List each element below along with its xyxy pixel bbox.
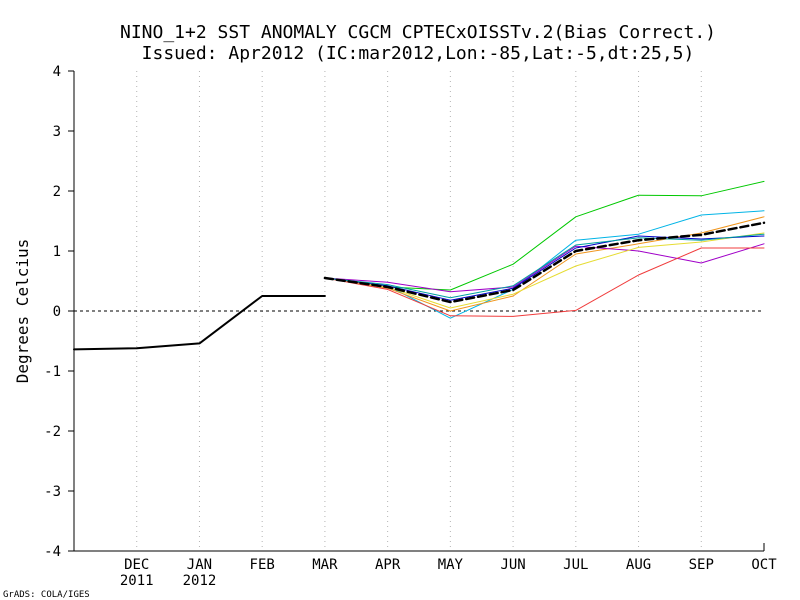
forecast-line-member-orange [324,216,765,312]
axes-layer [68,70,765,552]
grid-layer [74,71,764,551]
y-tick-label: 1 [53,244,61,260]
x-tick-label-jul: JUL [563,557,588,573]
y-tick-label: -1 [44,364,61,380]
grads-credit: GrADS: COLA/IGES [3,590,90,600]
forecast-line-member-blue [324,235,765,301]
x-tick-label-feb: FEB [250,557,275,573]
x-tick-label-oct: OCT [751,557,777,573]
x-tick-year-label: 2011 [120,573,154,589]
y-tick-label: -4 [44,544,61,560]
forecast-line-member-teal [324,233,765,299]
x-tick-label-mar: MAR [312,557,338,573]
forecast-line-member-green [324,180,765,291]
forecast-line-member-red [324,247,765,317]
y-tick-label: 4 [53,64,61,80]
x-tick-label-jan: JAN [187,557,212,573]
x-tick-label-apr: APR [375,557,401,573]
forecast-line-member-cyan [324,210,765,319]
observed-line [73,295,326,351]
x-tick-label-sep: SEP [689,557,714,573]
forecast-line-member-purple [324,243,765,293]
y-tick-label: -2 [44,424,61,440]
y-tick-label: 0 [53,304,61,320]
y-tick-label: 3 [53,124,61,140]
x-tick-year-label: 2012 [183,573,217,589]
chart-title: NINO_1+2 SST ANOMALY CGCM CPTECxOISSTv.2… [120,22,716,43]
y-axis-label: Degrees Celcius [13,239,32,384]
y-tick-label: -3 [44,484,61,500]
x-tick-label-aug: AUG [626,557,651,573]
y-tick-label: 2 [53,184,61,200]
x-tick-label-jun: JUN [500,557,525,573]
ensemble-mean-line [323,221,766,304]
series-layer [73,180,766,351]
x-tick-label-may: MAY [438,557,464,573]
chart-subtitle: Issued: Apr2012 (IC:mar2012,Lon:-85,Lat:… [142,43,695,64]
x-tick-label-dec: DEC [124,557,149,573]
